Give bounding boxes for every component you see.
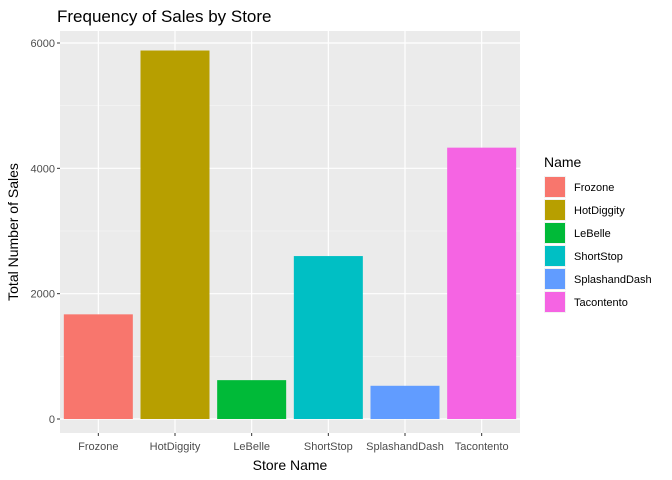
- chart-title: Frequency of Sales by Store: [57, 7, 272, 26]
- legend-swatch: [545, 200, 565, 220]
- x-tick-label: ShortStop: [304, 441, 353, 453]
- legend-title: Name: [544, 154, 582, 170]
- legend-label: SplashandDash: [574, 274, 652, 286]
- bar-tacontento: [447, 148, 516, 419]
- legend: Name Frozone HotDiggity LeBelle ShortStop Sp…: [544, 154, 652, 313]
- x-axis: Frozone HotDiggity LeBelle ShortStop Splasha…: [78, 433, 508, 453]
- x-tick-label: LeBelle: [233, 441, 270, 453]
- legend-label: Frozone: [574, 182, 614, 194]
- y-axis: 0 2000 4000 6000: [31, 38, 60, 426]
- legend-label: HotDiggity: [574, 205, 625, 217]
- x-tick-label: HotDiggity: [150, 441, 201, 453]
- bar-splashanddash: [371, 386, 440, 419]
- legend-swatch: [545, 223, 565, 243]
- y-tick-label: 2000: [31, 289, 55, 301]
- y-axis-title: Total Number of Sales: [5, 163, 21, 301]
- x-tick-label: SplashandDash: [366, 441, 444, 453]
- y-tick-label: 4000: [31, 163, 55, 175]
- bar-frozone: [64, 314, 133, 419]
- x-axis-title: Store Name: [253, 457, 328, 473]
- x-tick-label: Tacontento: [455, 441, 509, 453]
- bar-lebelle: [217, 380, 286, 419]
- legend-swatch: [545, 177, 565, 197]
- legend-swatch: [545, 292, 565, 312]
- legend-label: Tacontento: [574, 297, 628, 309]
- y-tick-label: 6000: [31, 38, 55, 50]
- y-tick-label: 0: [49, 414, 55, 426]
- bar-shortstop: [294, 256, 363, 419]
- legend-swatch: [545, 269, 565, 289]
- legend-label: ShortStop: [574, 251, 623, 263]
- legend-items: Frozone HotDiggity LeBelle ShortStop Splasha…: [544, 176, 652, 313]
- legend-label: LeBelle: [574, 228, 611, 240]
- x-tick-label: Frozone: [78, 441, 118, 453]
- legend-swatch: [545, 246, 565, 266]
- bar-hotdiggity: [141, 51, 210, 419]
